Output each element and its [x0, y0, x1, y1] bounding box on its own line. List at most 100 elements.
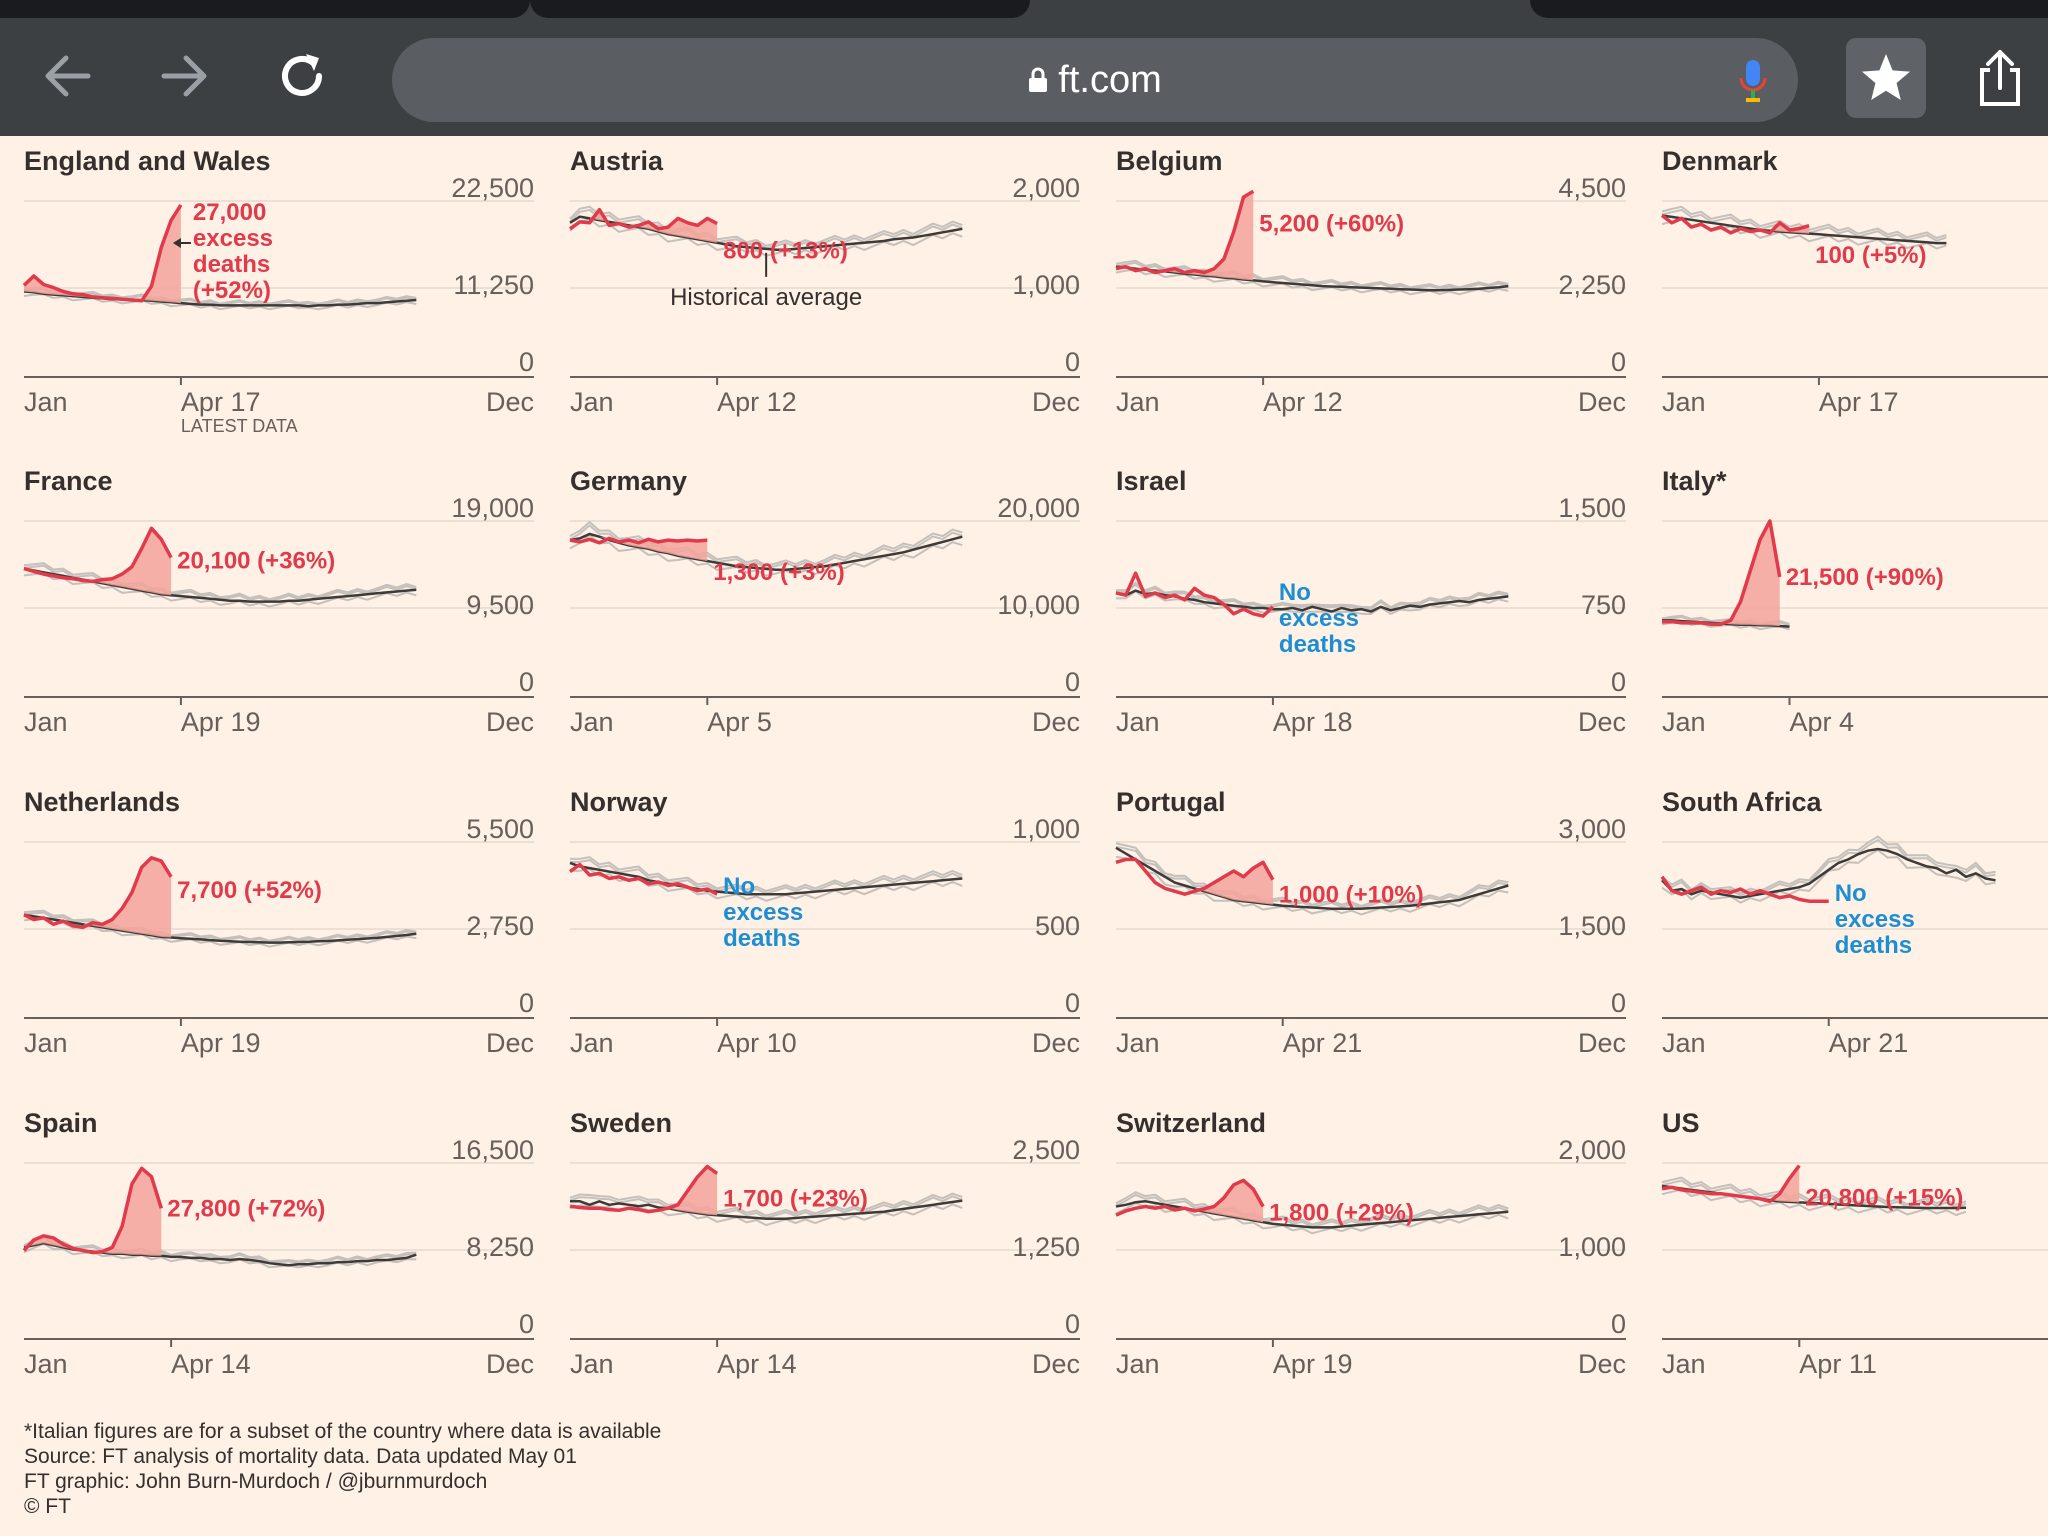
- y-tick-label: 2,250: [1558, 270, 1626, 300]
- excess-annotation: excess: [1835, 906, 1915, 933]
- y-tick-label: 22,500: [451, 173, 534, 203]
- x-tick-label: Apr 21: [1829, 1028, 1909, 1058]
- average-line: [1661, 847, 1996, 899]
- credit-note: FT graphic: John Burn-Murdoch / @jburnmu…: [24, 1470, 488, 1493]
- chart-title: Spain: [24, 1108, 98, 1138]
- address-bar[interactable]: ft.com: [392, 38, 1798, 122]
- y-tick-label: 11,250: [453, 270, 534, 300]
- chart-title: Netherlands: [24, 787, 180, 817]
- x-tick-label: Apr 12: [1263, 387, 1343, 417]
- x-tick-label: Jan: [1662, 707, 1706, 737]
- reload-button[interactable]: [262, 36, 342, 116]
- excess-annotation: excess: [193, 225, 273, 252]
- excess-annotation: 1,000 (+10%): [1279, 881, 1424, 908]
- actual-2020-line: [1662, 519, 1782, 626]
- chart-panel: Austria 2,000 1,000 0 Jan Apr 12 Dec 800 (+13%)…: [568, 146, 1080, 417]
- x-tick-label: Apr 11: [1799, 1349, 1877, 1379]
- historical-line: [23, 909, 417, 942]
- historical-line: [1116, 581, 1509, 609]
- chart-title: Belgium: [1116, 146, 1223, 176]
- chart-panel: Portugal 3,000 1,500 0 Jan Apr 21 Dec 1,000 (+1…: [1115, 787, 1626, 1058]
- y-tick-label: 0: [1065, 1309, 1080, 1339]
- y-tick-label: 0: [519, 1309, 534, 1339]
- x-tick-label: Dec: [486, 1349, 534, 1379]
- actual-2020-line: [1115, 571, 1275, 618]
- y-tick-label: 8,250: [466, 1232, 534, 1262]
- microphone-icon[interactable]: [1738, 58, 1768, 104]
- x-tick-label: Dec: [1032, 1349, 1080, 1379]
- y-tick-label: 500: [1035, 911, 1080, 941]
- forward-button[interactable]: [144, 36, 224, 116]
- excess-annotation: 1,800 (+29%): [1269, 1199, 1414, 1226]
- browser-tab[interactable]: [1530, 0, 2048, 18]
- chart-title: Sweden: [570, 1108, 672, 1138]
- y-tick-label: 1,000: [1012, 270, 1080, 300]
- y-tick-label: 9,500: [466, 590, 534, 620]
- browser-tab[interactable]: [0, 0, 530, 18]
- historical-line: [23, 286, 417, 305]
- x-tick-label: Apr 14: [717, 1349, 797, 1379]
- historical-line: [1661, 835, 1996, 895]
- historical-line: [1661, 1179, 1967, 1209]
- latest-data-label: LATEST DATA: [181, 416, 298, 436]
- y-tick-label: 10,000: [997, 590, 1080, 620]
- lock-icon: [1029, 67, 1048, 92]
- actual-2020-line: [1660, 875, 1829, 903]
- excess-area: [1662, 521, 1780, 626]
- back-arrow-icon: [45, 55, 91, 97]
- bookmark-button[interactable]: [1846, 38, 1926, 118]
- x-tick-label: Jan: [24, 387, 68, 417]
- x-tick-label: Jan: [570, 707, 614, 737]
- x-tick-label: Jan: [1116, 1028, 1160, 1058]
- chart-title: Portugal: [1116, 787, 1226, 817]
- actual-2020-line: [1115, 189, 1255, 275]
- x-tick-label: Dec: [1578, 707, 1626, 737]
- y-tick-label: 3,000: [1558, 814, 1626, 844]
- back-button[interactable]: [28, 36, 108, 116]
- chart-panel: Norway 1,000 500 0 Jan Apr 10 Dec Noexcessdeath…: [568, 787, 1080, 1058]
- y-tick-label: 2,000: [1012, 173, 1080, 203]
- y-tick-label: 2,000: [1558, 1135, 1626, 1165]
- chart-panel: US Jan Apr 11 20,800 (+15%): [1661, 1108, 2048, 1379]
- y-tick-label: 0: [1611, 667, 1626, 697]
- excess-area: [24, 1168, 162, 1256]
- chart-title: Italy*: [1662, 466, 1727, 496]
- chart-panel: Italy* Jan Apr 4 21,500 (+90%): [1661, 466, 2048, 737]
- chart-title: Switzerland: [1116, 1108, 1266, 1138]
- share-button[interactable]: [1960, 38, 2040, 118]
- x-tick-label: Jan: [570, 1349, 614, 1379]
- chart-panel: Israel 1,500 750 0 Jan Apr 18 Dec Noexcessdeath…: [1115, 466, 1626, 737]
- y-tick-label: 0: [1611, 988, 1626, 1018]
- source-note: Source: FT analysis of mortality data. D…: [24, 1445, 577, 1468]
- excess-annotation: 1,300 (+3%): [713, 559, 844, 586]
- x-tick-label: Jan: [570, 1028, 614, 1058]
- average-line: [1661, 214, 1947, 245]
- x-tick-label: Dec: [1578, 387, 1626, 417]
- actual-2020-line: [568, 207, 718, 231]
- excess-annotation: 1,700 (+23%): [723, 1185, 868, 1212]
- excess-annotation: deaths: [723, 925, 800, 952]
- x-tick-label: Dec: [1032, 387, 1080, 417]
- url-text[interactable]: ft.com: [1058, 58, 1162, 101]
- y-tick-label: 20,000: [997, 493, 1080, 523]
- excess-annotation: 27,800 (+72%): [167, 1195, 325, 1222]
- chart-title: Israel: [1116, 466, 1187, 496]
- x-tick-label: Dec: [1032, 1028, 1080, 1058]
- average-line: [1115, 846, 1509, 910]
- excess-annotation: excess: [723, 899, 803, 926]
- browser-tab[interactable]: [530, 0, 1030, 18]
- excess-area: [1662, 1165, 1800, 1203]
- historical-line: [1115, 259, 1509, 289]
- x-tick-label: Jan: [24, 707, 68, 737]
- average-line: [570, 1199, 963, 1220]
- excess-area: [24, 528, 172, 596]
- y-tick-label: 5,500: [466, 814, 534, 844]
- y-tick-label: 1,500: [1558, 493, 1626, 523]
- actual-2020-line: [1660, 214, 1810, 235]
- historical-line: [1115, 268, 1509, 296]
- historical-line: [23, 1235, 417, 1263]
- y-tick-label: 0: [1065, 988, 1080, 1018]
- x-tick-label: Apr 14: [171, 1349, 251, 1379]
